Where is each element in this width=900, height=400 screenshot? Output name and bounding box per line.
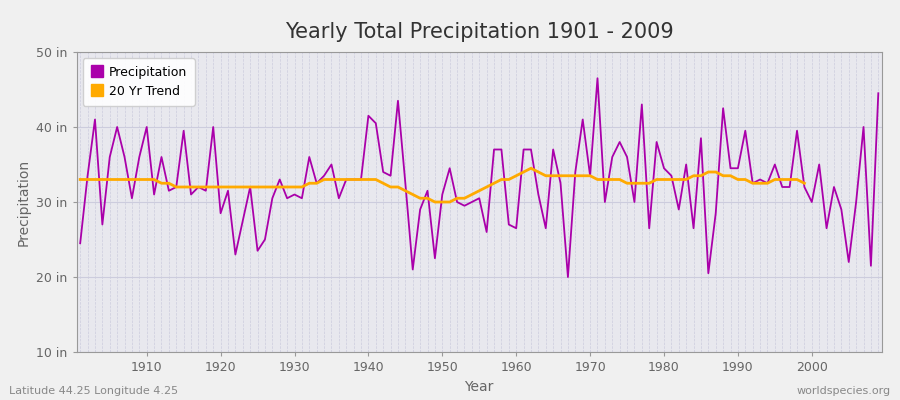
- Legend: Precipitation, 20 Yr Trend: Precipitation, 20 Yr Trend: [83, 58, 194, 106]
- Title: Yearly Total Precipitation 1901 - 2009: Yearly Total Precipitation 1901 - 2009: [285, 22, 673, 42]
- Text: worldspecies.org: worldspecies.org: [796, 386, 891, 396]
- X-axis label: Year: Year: [464, 380, 494, 394]
- Text: Latitude 44.25 Longitude 4.25: Latitude 44.25 Longitude 4.25: [9, 386, 178, 396]
- Y-axis label: Precipitation: Precipitation: [16, 158, 31, 246]
